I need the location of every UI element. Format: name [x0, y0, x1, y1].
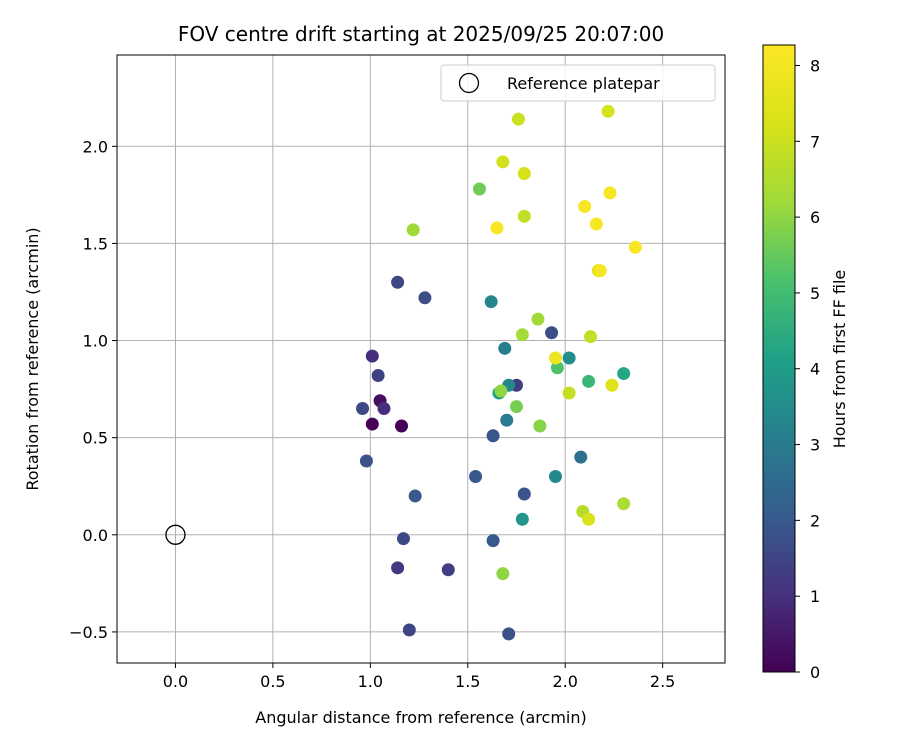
data-point-36 [533, 419, 547, 433]
data-point-19 [408, 489, 422, 503]
data-point-0 [365, 417, 379, 431]
colorbar-tick-label: 6 [810, 208, 820, 227]
data-point-4 [365, 349, 379, 363]
colorbar-tick-label: 4 [810, 360, 820, 379]
data-point-10 [402, 623, 416, 637]
data-point-17 [486, 429, 500, 443]
data-point-23 [500, 413, 514, 427]
data-point-49 [601, 104, 615, 118]
data-point-60 [628, 240, 642, 254]
data-point-5 [391, 561, 405, 575]
data-point-22 [574, 450, 588, 464]
y-axis-label: Rotation from reference (arcmin) [23, 227, 42, 490]
data-point-28 [562, 351, 576, 365]
data-point-18 [517, 487, 531, 501]
data-point-11 [356, 402, 370, 416]
y-tick-label: 1.5 [83, 234, 108, 253]
data-point-52 [605, 378, 619, 392]
data-point-29 [515, 512, 529, 526]
data-point-14 [545, 326, 559, 340]
x-tick-label: 1.0 [358, 672, 383, 691]
plot-frame [116, 54, 726, 664]
x-tick-label: 2.5 [650, 672, 675, 691]
data-points [356, 104, 642, 641]
data-point-20 [469, 470, 483, 484]
colorbar-tick-label: 8 [810, 56, 820, 75]
legend-marker-reference [458, 72, 480, 94]
data-point-57 [578, 200, 592, 214]
data-point-1 [395, 419, 409, 433]
y-tick-label: 1.0 [83, 332, 108, 351]
data-point-38 [494, 384, 508, 398]
y-tick-label: −0.5 [69, 623, 108, 642]
data-point-46 [562, 386, 576, 400]
data-point-39 [406, 223, 420, 237]
data-point-42 [617, 497, 631, 511]
data-point-8 [371, 369, 385, 383]
x-tick-label: 0.0 [163, 672, 188, 691]
grid-lines [117, 55, 725, 663]
data-point-13 [418, 291, 432, 305]
data-point-59 [603, 186, 617, 200]
data-point-54 [548, 351, 562, 365]
colorbar-tick-label: 3 [810, 436, 820, 455]
data-point-32 [582, 374, 596, 388]
y-tick-label: 0.5 [83, 429, 108, 448]
colorbar-tick-label: 0 [810, 663, 820, 682]
y-tick-label: 2.0 [83, 137, 108, 156]
data-point-33 [550, 361, 564, 375]
data-point-16 [502, 627, 516, 641]
reference-point [165, 524, 186, 545]
data-point-40 [531, 312, 545, 326]
data-point-9 [391, 275, 405, 289]
data-point-50 [517, 166, 531, 180]
x-tick-label: 0.5 [260, 672, 285, 691]
data-point-45 [584, 330, 598, 344]
data-point-56 [490, 221, 504, 235]
data-point-58 [589, 217, 603, 231]
data-point-31 [617, 367, 631, 381]
x-tick-label: 1.5 [455, 672, 480, 691]
x-tick-label: 2.0 [552, 672, 577, 691]
colorbar-tick-label: 2 [810, 511, 820, 530]
x-axis-label: Angular distance from reference (arcmin) [255, 708, 586, 727]
data-point-25 [484, 295, 498, 309]
x-axis-ticks: 0.0 0.5 1.0 1.5 2.0 2.5 [163, 663, 675, 691]
data-point-47 [511, 112, 525, 126]
data-point-48 [496, 155, 510, 169]
reference-marker [165, 524, 186, 545]
data-point-12 [396, 532, 410, 546]
data-point-6 [441, 563, 455, 577]
data-point-51 [582, 512, 596, 526]
data-point-41 [515, 328, 529, 342]
y-tick-label: 0.0 [83, 526, 108, 545]
legend-box [440, 64, 716, 102]
data-point-37 [496, 567, 510, 581]
colorbar [762, 44, 796, 673]
y-axis-ticks: −0.5 0.0 0.5 1.0 1.5 2.0 [69, 137, 117, 642]
colorbar-ticks: 0 1 2 3 4 5 6 7 8 [795, 56, 820, 682]
data-point-21 [486, 534, 500, 548]
legend-label-reference: Reference platepar [507, 74, 660, 93]
colorbar-tick-label: 1 [810, 587, 820, 606]
data-point-44 [517, 209, 531, 223]
data-point-24 [498, 341, 512, 355]
data-point-15 [359, 454, 373, 468]
data-point-55 [593, 264, 607, 278]
colorbar-label: Hours from first FF file [830, 270, 849, 449]
data-point-27 [548, 470, 562, 484]
colorbar-tick-label: 5 [810, 284, 820, 303]
data-point-35 [509, 400, 523, 414]
data-point-3 [377, 402, 391, 416]
chart-title: FOV centre drift starting at 2025/09/25 … [178, 22, 664, 46]
legend: Reference platepar [440, 64, 716, 102]
data-point-34 [472, 182, 486, 196]
colorbar-tick-label: 7 [810, 132, 820, 151]
